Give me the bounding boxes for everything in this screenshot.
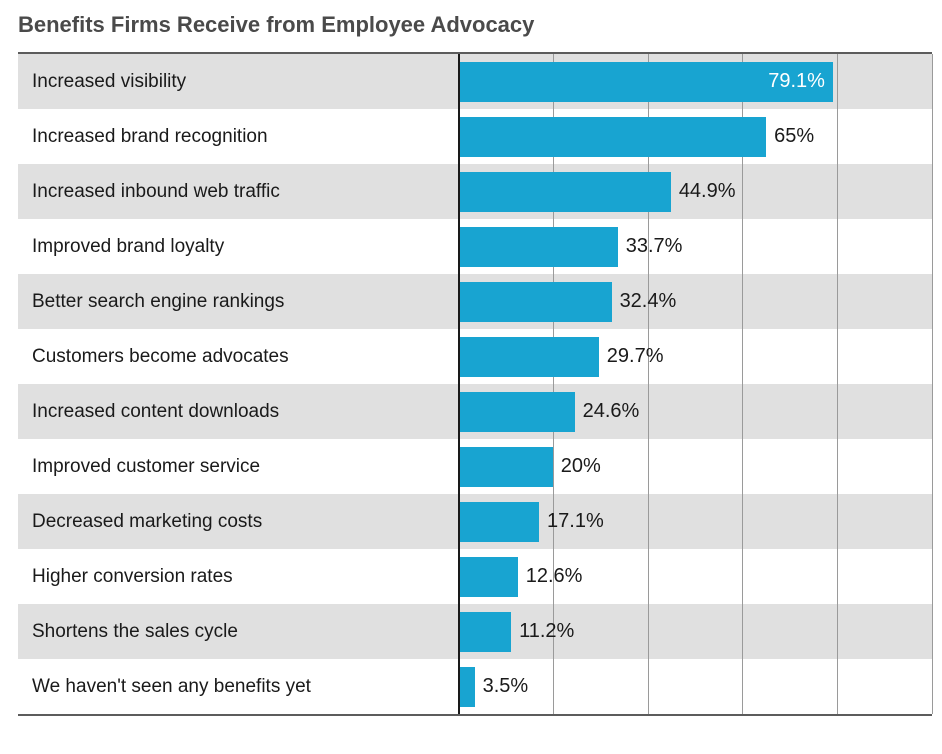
chart-row: Higher conversion rates 12.6%	[18, 549, 932, 604]
bar	[458, 282, 612, 322]
bar	[458, 227, 618, 267]
row-label: We haven't seen any benefits yet	[18, 659, 458, 714]
bar-cell: 11.2%	[458, 604, 932, 659]
row-label: Improved customer service	[18, 439, 458, 494]
row-label: Increased inbound web traffic	[18, 164, 458, 219]
bar	[458, 392, 575, 432]
chart-row: Improved brand loyalty 33.7%	[18, 219, 932, 274]
bar-value: 33.7%	[626, 235, 683, 258]
benefits-chart: Increased visibility 79.1% Increased brand…	[18, 52, 932, 716]
bar	[458, 612, 511, 652]
bar-cell: 33.7%	[458, 219, 932, 274]
row-label: Customers become advocates	[18, 329, 458, 384]
bar	[458, 117, 766, 157]
bar-value: 12.6%	[526, 565, 583, 588]
chart-row: Improved customer service 20%	[18, 439, 932, 494]
bar-value: 65%	[774, 125, 814, 148]
bar-cell: 24.6%	[458, 384, 932, 439]
bar-cell: 12.6%	[458, 549, 932, 604]
chart-row: We haven't seen any benefits yet 3.5%	[18, 659, 932, 714]
bar-value: 20%	[561, 455, 601, 478]
bar-value: 79.1%	[768, 70, 825, 93]
row-label: Improved brand loyalty	[18, 219, 458, 274]
chart-row: Customers become advocates 29.7%	[18, 329, 932, 384]
bar-cell: 79.1%	[458, 54, 932, 109]
chart-row: Increased brand recognition 65%	[18, 109, 932, 164]
bar-cell: 20%	[458, 439, 932, 494]
chart-row: Increased visibility 79.1%	[18, 54, 932, 109]
bar-value: 29.7%	[607, 345, 664, 368]
bar-value: 3.5%	[483, 675, 529, 698]
bar-cell: 65%	[458, 109, 932, 164]
bar-value: 11.2%	[519, 620, 574, 643]
row-label: Increased content downloads	[18, 384, 458, 439]
bar-cell: 44.9%	[458, 164, 932, 219]
bar	[458, 337, 599, 377]
axis-baseline	[458, 54, 460, 714]
row-label: Shortens the sales cycle	[18, 604, 458, 659]
gridline	[932, 54, 933, 714]
chart-title: Benefits Firms Receive from Employee Adv…	[18, 12, 932, 38]
chart-row: Increased content downloads 24.6%	[18, 384, 932, 439]
chart-row: Shortens the sales cycle 11.2%	[18, 604, 932, 659]
bar	[458, 502, 539, 542]
row-label: Decreased marketing costs	[18, 494, 458, 549]
bar-value: 17.1%	[547, 510, 604, 533]
row-label: Better search engine rankings	[18, 274, 458, 329]
chart-row: Decreased marketing costs 17.1%	[18, 494, 932, 549]
bar: 79.1%	[458, 62, 833, 102]
bar-cell: 3.5%	[458, 659, 932, 714]
bar-value: 24.6%	[583, 400, 640, 423]
row-label: Increased brand recognition	[18, 109, 458, 164]
bar	[458, 557, 518, 597]
bar-cell: 17.1%	[458, 494, 932, 549]
bar	[458, 667, 475, 707]
row-label: Increased visibility	[18, 54, 458, 109]
bar-value: 32.4%	[620, 290, 677, 313]
bar-value: 44.9%	[679, 180, 736, 203]
bar-cell: 29.7%	[458, 329, 932, 384]
chart-row: Better search engine rankings 32.4%	[18, 274, 932, 329]
chart-row: Increased inbound web traffic 44.9%	[18, 164, 932, 219]
bar	[458, 172, 671, 212]
bar-cell: 32.4%	[458, 274, 932, 329]
row-label: Higher conversion rates	[18, 549, 458, 604]
bar	[458, 447, 553, 487]
